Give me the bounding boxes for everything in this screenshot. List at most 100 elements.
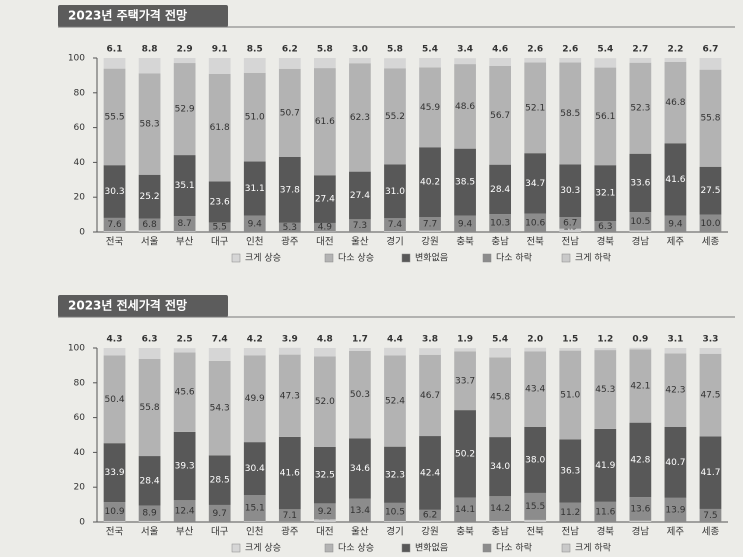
bar-segment [454,410,476,498]
bar-segment [629,347,652,350]
bar-segment [103,502,126,522]
bar-segment [524,153,547,214]
legend-label: 변화없음 [415,253,448,264]
data-label: 5.4 [422,45,438,55]
data-label: 6.1 [107,45,123,55]
bar-segment [419,67,441,148]
data-label: 7.5 [703,511,717,521]
data-label: 37.8 [280,185,300,195]
data-label: 27.4 [350,191,370,201]
bar-segment [699,69,722,167]
data-label: 38.0 [525,455,545,465]
bar-segment [278,509,301,522]
bar-segment [173,216,196,232]
data-label: 10.6 [525,218,545,228]
bar-segment [489,496,512,521]
bar-segment [419,520,441,522]
data-label: 55.2 [385,112,405,122]
bar-segment [103,58,126,69]
x-tick-label: 대구 [211,527,229,538]
bar-segment [349,63,371,172]
legend-label: 다소 하락 [496,542,532,554]
data-label: 47.5 [700,391,720,401]
data-label: 32.3 [385,470,405,480]
legend-label: 다소 하락 [496,252,532,264]
bar-segment [489,58,512,67]
x-tick-label: 충북 [456,527,474,538]
bar-segment [103,68,126,166]
bar-segment [559,164,582,218]
bar-segment [349,171,371,220]
data-label: 6.8 [142,220,157,230]
data-label: 41.6 [665,175,685,185]
bar-segment [489,437,512,497]
bar-segment [524,492,547,520]
bar-segment [138,58,161,74]
y-tick-label: 20 [74,483,86,493]
bar-segment [313,348,336,357]
bar-segment [594,221,617,232]
data-label: 8.7 [177,219,191,229]
bar-segment [384,502,406,522]
bar-segment [594,428,617,502]
data-label: 13.6 [630,504,650,514]
data-label: 52.9 [175,105,195,115]
data-label: 5.4 [492,335,508,345]
y-tick-label: 80 [74,378,86,388]
bar-segment [313,356,336,447]
bar-segment [454,64,476,149]
bar-segment [559,217,582,229]
bar-segment [629,497,652,521]
bar-segment [138,174,161,219]
data-label: 3.8 [422,335,438,345]
x-tick-label: 강원 [421,237,438,248]
bar-segment [103,521,126,522]
data-label: 42.8 [630,455,650,465]
x-tick-label: 경남 [632,526,650,538]
data-label: 46.7 [420,391,440,401]
data-label: 2.6 [527,45,543,55]
data-label: 2.0 [527,335,543,345]
bar-segment [103,443,126,503]
bar-segment [138,456,161,506]
x-tick-label: 전북 [526,527,544,538]
bar-segment [103,231,126,232]
data-label: 4.8 [317,335,333,345]
x-tick-label: 충남 [491,527,509,538]
data-label: 14.2 [490,504,510,514]
data-label: 46.8 [665,98,685,108]
legend-swatch [561,543,571,553]
bar-segment [699,214,722,232]
bar-segment [419,354,441,437]
data-label: 5.8 [317,45,333,55]
bar-segment [138,218,161,231]
data-label: 47.3 [280,391,300,401]
chart-title: 2023년 주택가격 전망 [68,8,187,23]
data-label: 39.3 [175,462,195,472]
title-box [58,5,228,27]
bar-segment [208,222,231,232]
bar-segment [243,348,266,356]
data-label: 2.6 [562,45,578,55]
x-tick-label: 전국 [106,527,124,538]
bar-segment [454,58,476,65]
data-label: 2.5 [177,335,193,345]
bar-segment [313,446,336,504]
data-label: 52.3 [630,104,650,114]
bar-segment [208,348,231,361]
data-label: 2.7 [632,45,648,55]
legend-label: 다소 상승 [338,253,374,264]
data-label: 50.4 [105,395,125,405]
bar-segment [594,501,617,522]
data-label: 4.4 [387,335,403,345]
legend-label: 크게 상승 [245,543,281,554]
legend-swatch [401,543,411,553]
x-tick-label: 전국 [106,237,124,248]
data-label: 7.6 [107,220,122,230]
bar-segment [524,519,547,522]
bar-segment [419,509,441,521]
bar-segment [594,67,617,166]
x-tick-label: 인천 [246,527,263,538]
bar-segment [138,348,161,359]
bar-segment [664,58,687,62]
